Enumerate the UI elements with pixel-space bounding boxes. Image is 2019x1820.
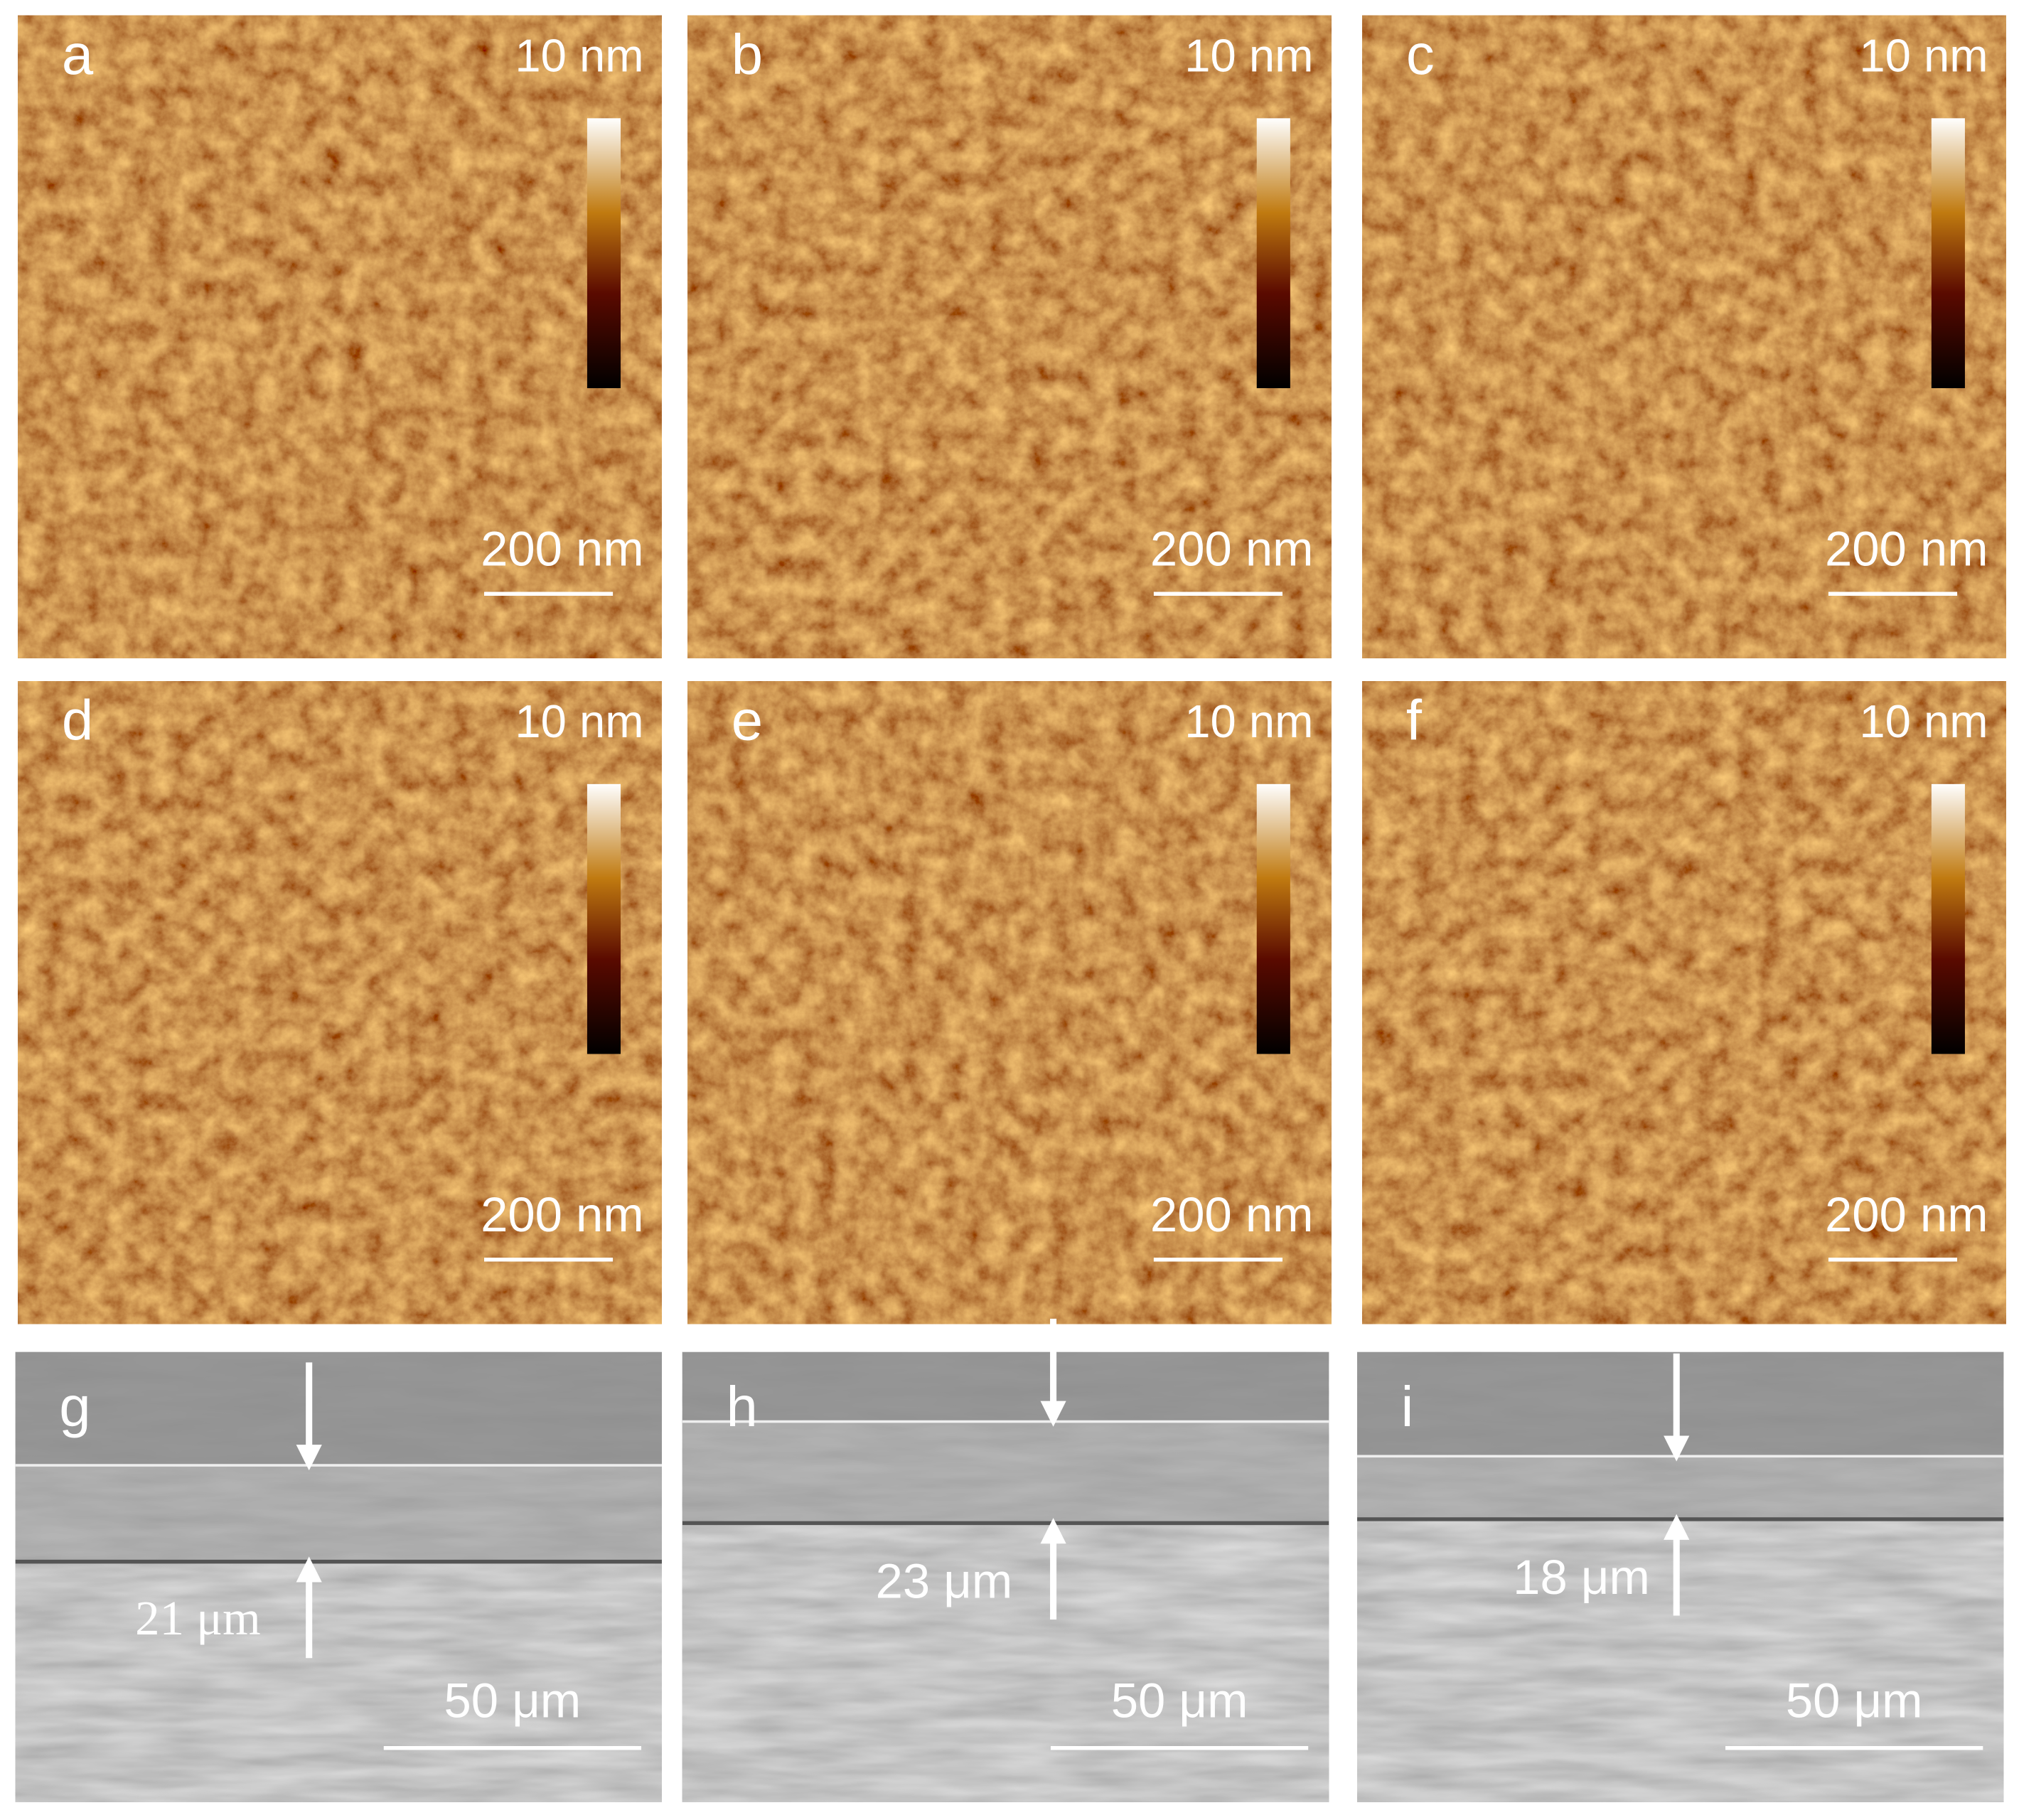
height-scale-label: 10 nm <box>1859 29 1988 81</box>
sem-background <box>15 1351 662 1466</box>
sem-background <box>682 1351 1329 1422</box>
scale-bar-label: 200 nm <box>1825 1187 1988 1242</box>
panel-label: g <box>59 1375 90 1438</box>
color-bar <box>587 783 621 1054</box>
scale-bar-label: 50 μm <box>444 1673 582 1728</box>
height-scale-label: 10 nm <box>1859 695 1988 747</box>
panel-label: b <box>732 23 763 86</box>
height-scale-label: 10 nm <box>1184 29 1313 81</box>
film-layer <box>682 1421 1329 1524</box>
panel-label: f <box>1406 689 1423 752</box>
scale-bar-label: 200 nm <box>481 1187 644 1242</box>
color-bar <box>1256 118 1290 388</box>
panel-label: i <box>1401 1375 1414 1438</box>
height-scale-label: 10 nm <box>515 29 643 81</box>
color-bar <box>587 118 621 388</box>
scale-bar-label: 50 μm <box>1111 1673 1248 1728</box>
scale-bar-label: 50 μm <box>1786 1673 1923 1728</box>
panel-label: a <box>62 23 94 86</box>
scale-bar-label: 200 nm <box>1150 522 1314 577</box>
afm-image <box>687 15 1332 658</box>
scale-bar-label: 200 nm <box>1150 1187 1314 1242</box>
sem-background <box>1357 1351 2004 1457</box>
color-bar <box>1256 783 1290 1054</box>
panel-label: d <box>62 689 93 752</box>
afm-image <box>1362 15 2006 658</box>
afm-image <box>1362 681 2006 1324</box>
panel-label: e <box>732 689 763 752</box>
film-layer <box>15 1465 662 1562</box>
height-scale-label: 10 nm <box>515 695 643 747</box>
film-layer <box>1357 1456 2004 1519</box>
scale-bar-label: 200 nm <box>1825 522 1988 577</box>
afm-image <box>687 681 1332 1324</box>
panel-label: h <box>727 1375 758 1438</box>
thickness-label: 21 μm <box>135 1591 260 1645</box>
afm-image <box>18 681 662 1324</box>
thickness-label: 23 μm <box>876 1553 1013 1608</box>
afm-image <box>18 15 662 658</box>
panel-label: c <box>1406 23 1435 86</box>
color-bar <box>1931 783 1965 1054</box>
color-bar <box>1931 118 1965 388</box>
thickness-label: 18 μm <box>1513 1550 1650 1605</box>
height-scale-label: 10 nm <box>1184 695 1313 747</box>
scale-bar-label: 200 nm <box>481 522 644 577</box>
